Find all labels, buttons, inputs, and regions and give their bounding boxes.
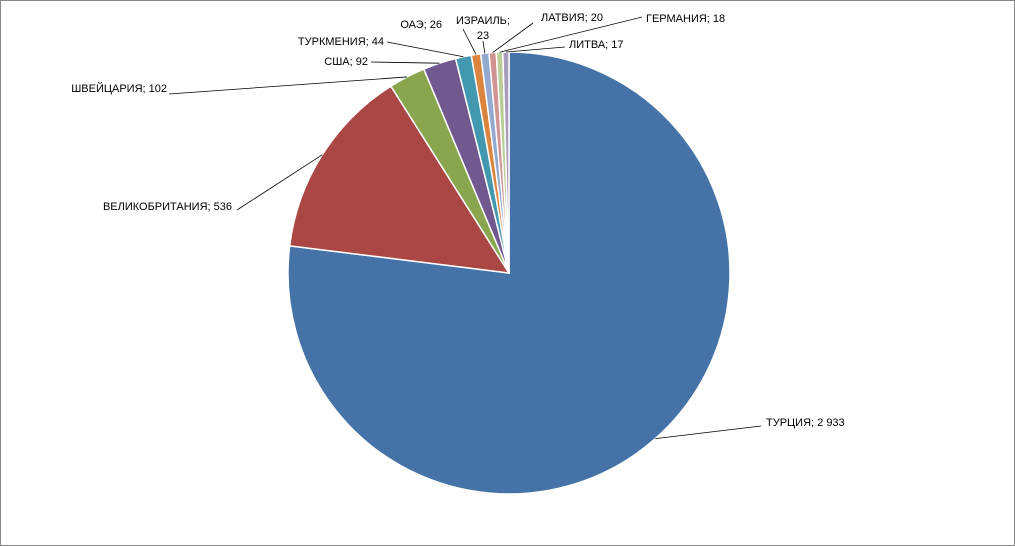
data-label-line: ИЗРАИЛЬ; bbox=[456, 15, 510, 27]
data-label-8: ЛАТВИЯ; 20 bbox=[541, 12, 603, 24]
data-label-4: США; 92 bbox=[324, 56, 368, 68]
leader-line-6 bbox=[462, 28, 477, 55]
data-label-10: ЛИТВА; 17 bbox=[569, 39, 624, 51]
leader-line-9 bbox=[499, 16, 643, 53]
data-label-line: ТУРЦИЯ; 2 933 bbox=[766, 417, 845, 429]
data-label-line: ЛИТВА; 17 bbox=[569, 39, 624, 51]
data-labels: ТУРЦИЯ; 2 933 ВЕЛИКОБРИТАНИЯ; 536 ШВЕЙЦАРИ… bbox=[71, 12, 844, 429]
data-label-line: ТУРКМЕНИЯ; 44 bbox=[298, 36, 384, 48]
leader-line-4 bbox=[370, 61, 440, 64]
data-label-5: ТУРКМЕНИЯ; 44 bbox=[298, 36, 384, 48]
leader-line-5 bbox=[386, 41, 464, 58]
data-label-line: ШВЕЙЦАРИЯ; 102 bbox=[71, 82, 167, 95]
data-label-line: ЛАТВИЯ; 20 bbox=[541, 12, 603, 24]
pie-slices bbox=[287, 51, 731, 495]
data-label-line: 23 bbox=[477, 30, 489, 42]
data-label-6: ОАЭ; 26 bbox=[400, 19, 442, 31]
data-label-line: ГЕРМАНИЯ; 18 bbox=[646, 13, 725, 25]
leader-line-2 bbox=[236, 154, 323, 211]
data-label-line: ОАЭ; 26 bbox=[400, 19, 442, 31]
data-label-3: ШВЕЙЦАРИЯ; 102 bbox=[71, 82, 167, 95]
data-label-1: ТУРЦИЯ; 2 933 bbox=[766, 417, 845, 429]
data-label-9: ГЕРМАНИЯ; 18 bbox=[646, 13, 725, 25]
leader-line-3 bbox=[168, 76, 408, 95]
leader-line-10 bbox=[505, 46, 566, 53]
leader-lines bbox=[168, 16, 762, 439]
leader-line-1 bbox=[655, 425, 762, 439]
pie-slice-1 bbox=[287, 51, 731, 495]
data-label-line: ВЕЛИКОБРИТАНИЯ; 536 bbox=[103, 201, 232, 213]
data-label-line: США; 92 bbox=[324, 56, 368, 68]
leader-line-8 bbox=[492, 22, 534, 53]
data-label-2: ВЕЛИКОБРИТАНИЯ; 536 bbox=[103, 201, 232, 213]
data-label-7: ИЗРАИЛЬ; 23 bbox=[456, 15, 510, 42]
leader-line-7 bbox=[482, 40, 486, 54]
